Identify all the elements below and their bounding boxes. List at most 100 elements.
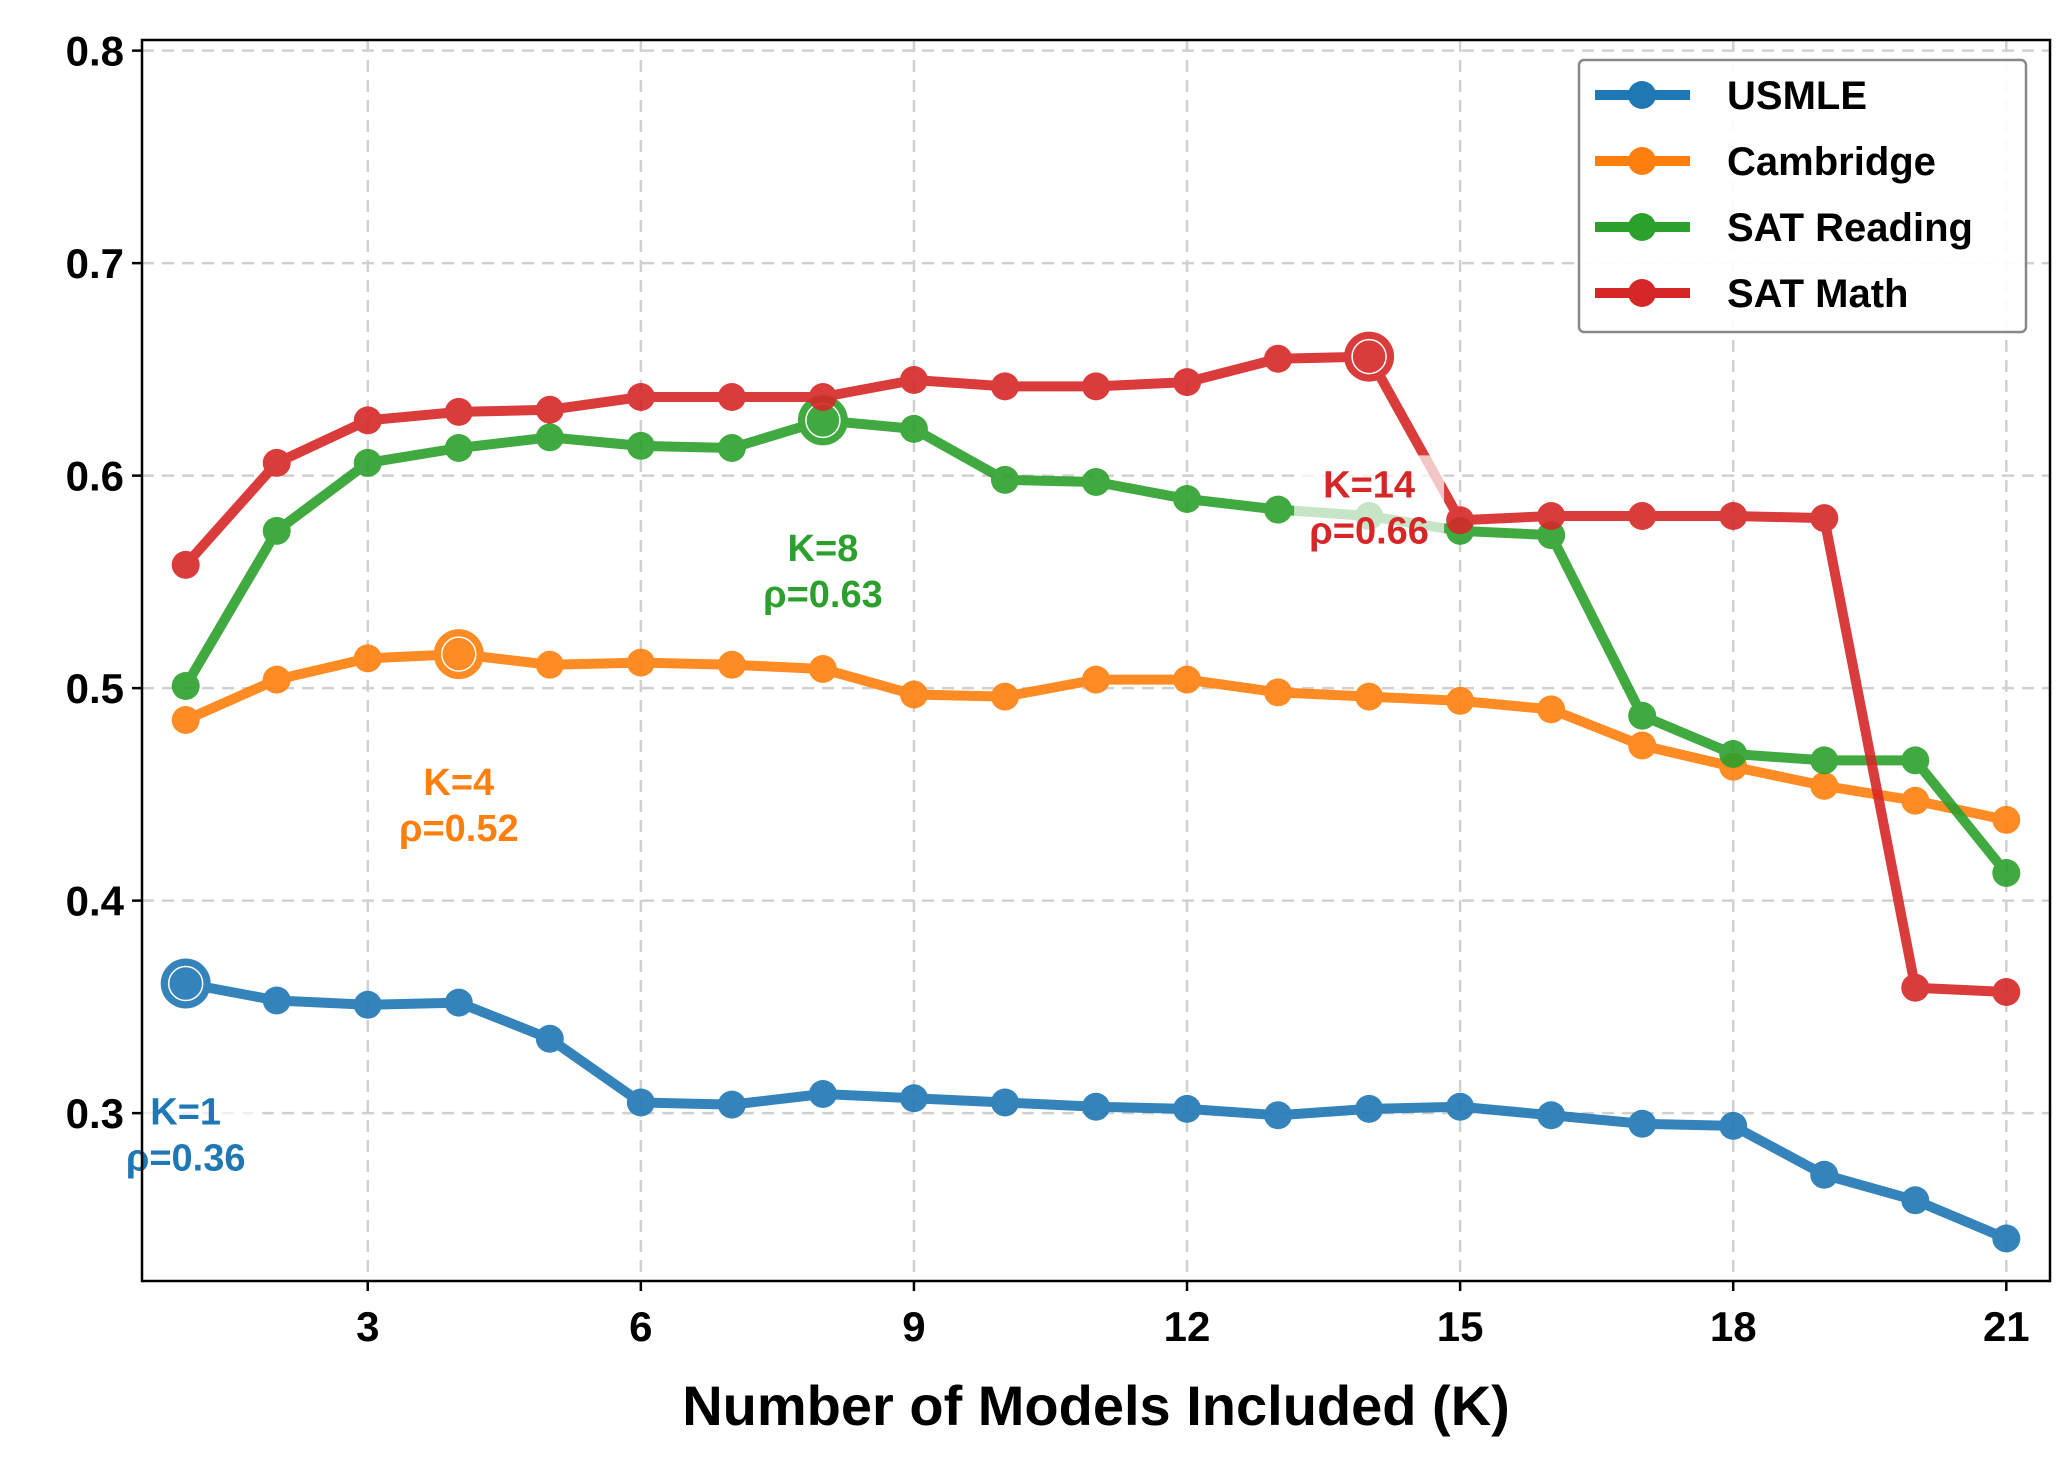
- data-point: [1537, 695, 1566, 724]
- data-point: [990, 682, 1019, 711]
- data-point: [1719, 740, 1748, 768]
- data-point: [353, 448, 382, 477]
- annotation-background: [383, 752, 534, 853]
- data-point: [1992, 859, 2021, 887]
- data-point: [990, 372, 1019, 401]
- x-tick-label: 15: [1437, 1303, 1484, 1350]
- data-point: [717, 383, 746, 411]
- best-k-marker-ring: [441, 636, 477, 672]
- data-point: [1537, 521, 1566, 550]
- data-point: [899, 414, 928, 443]
- data-point: [1264, 495, 1293, 524]
- data-point: [1355, 1094, 1384, 1123]
- data-point: [1173, 1094, 1202, 1123]
- data-point: [1446, 1092, 1475, 1121]
- data-point: [717, 434, 746, 462]
- data-point: [262, 665, 291, 694]
- data-point: [444, 988, 473, 1017]
- data-point: [1992, 978, 2021, 1006]
- data-point: [1901, 1186, 1930, 1215]
- data-point: [1173, 485, 1202, 513]
- data-point: [1901, 786, 1930, 815]
- data-point: [1628, 731, 1657, 760]
- legend-swatch-marker: [1628, 147, 1656, 175]
- data-point: [717, 650, 746, 679]
- annotation-rho: ρ=0.36: [126, 1137, 246, 1179]
- data-point: [1446, 686, 1475, 715]
- x-tick-label: 21: [1983, 1303, 2030, 1350]
- legend-label: SAT Math: [1727, 272, 1908, 316]
- y-tick-label: 0.5: [66, 665, 124, 712]
- x-tick-label: 9: [902, 1303, 925, 1350]
- data-point: [1264, 678, 1293, 707]
- y-tick-label: 0.6: [66, 453, 124, 500]
- legend-swatch-marker: [1628, 81, 1656, 109]
- data-point: [626, 431, 655, 460]
- data-point: [1810, 504, 1839, 533]
- data-point: [808, 655, 837, 683]
- x-tick-label: 3: [356, 1303, 379, 1350]
- legend-label: USMLE: [1727, 74, 1867, 118]
- annotation-background: [110, 1082, 261, 1183]
- legend-box: [1577, 58, 2028, 334]
- data-point: [1446, 506, 1475, 535]
- data-point: [171, 550, 200, 579]
- data-point: [808, 383, 837, 411]
- data-point: [353, 644, 382, 673]
- annotation-rho: ρ=0.66: [1309, 510, 1429, 552]
- data-point: [808, 1080, 837, 1108]
- data-point: [899, 366, 928, 394]
- data-point: [1810, 746, 1839, 775]
- data-point: [717, 1090, 746, 1119]
- data-point: [899, 1084, 928, 1113]
- data-point: [626, 648, 655, 677]
- data-point: [1719, 502, 1748, 530]
- legend: USMLE Cambridge SAT Reading SAT Math: [1577, 58, 2028, 334]
- data-point: [1628, 1109, 1657, 1138]
- data-point: [1810, 771, 1839, 800]
- data-point: [171, 706, 200, 734]
- data-point: [1082, 468, 1110, 496]
- data-point: [1992, 805, 2021, 834]
- data-point: [1082, 1092, 1110, 1121]
- data-point: [1537, 1101, 1566, 1130]
- data-point: [1355, 682, 1384, 711]
- data-point: [1901, 746, 1930, 775]
- data-point: [1537, 502, 1566, 530]
- best-k-marker-ring: [1351, 338, 1387, 375]
- data-point: [1264, 344, 1293, 373]
- data-point: [262, 516, 291, 545]
- annotation-rho: ρ=0.63: [763, 574, 883, 616]
- data-point: [262, 448, 291, 477]
- data-point: [444, 397, 473, 426]
- data-point: [262, 986, 291, 1015]
- data-point: [990, 465, 1019, 494]
- series-usmle: [160, 958, 2021, 1253]
- annotation-k: K=14: [1323, 464, 1415, 506]
- data-point: [353, 406, 382, 435]
- data-point: [990, 1088, 1019, 1117]
- ticks: 3 6 9 12 15 18 21 0.3 0.4 0.5 0.6 0.7 0.8: [66, 28, 2030, 1350]
- x-tick-label: 6: [629, 1303, 652, 1350]
- data-point: [171, 672, 200, 700]
- data-point: [626, 383, 655, 411]
- data-point: [899, 680, 928, 709]
- y-tick-label: 0.3: [66, 1090, 124, 1137]
- data-point: [535, 1024, 564, 1053]
- data-point: [1264, 1101, 1293, 1130]
- legend-label: Cambridge: [1727, 140, 1936, 184]
- data-point: [1628, 502, 1657, 530]
- data-point: [1173, 368, 1202, 397]
- annotation-background: [1294, 455, 1445, 556]
- annotation-k: K=8: [788, 528, 859, 570]
- plot-frame: [140, 38, 2052, 1283]
- legend-label: SAT Reading: [1727, 206, 1973, 250]
- data-point: [1628, 701, 1657, 730]
- data-point: [535, 423, 564, 452]
- data-point: [535, 650, 564, 679]
- annotation-rho: ρ=0.52: [399, 808, 519, 850]
- data-point: [1082, 665, 1110, 694]
- y-tick-label: 0.7: [66, 240, 124, 287]
- best-k-marker-ring: [167, 965, 204, 1002]
